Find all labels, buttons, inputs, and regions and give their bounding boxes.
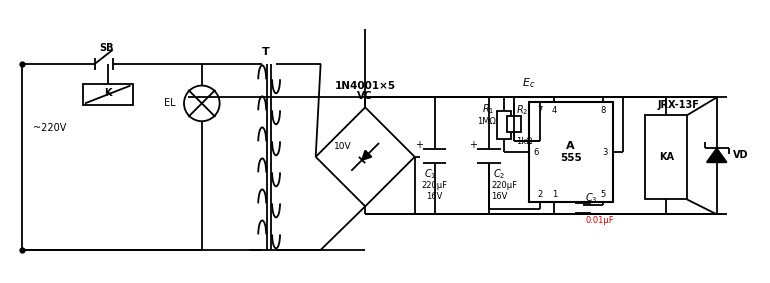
Text: 16V: 16V [427,192,443,201]
Bar [497,111,511,139]
Text: A: A [567,142,575,151]
Bar [528,102,613,202]
Text: VD: VD [732,150,748,160]
Text: SB: SB [99,43,114,53]
Text: 1: 1 [551,190,557,199]
Bar [507,116,521,132]
Text: 1MΩ: 1MΩ [477,117,496,126]
Text: ~220V: ~220V [33,123,67,133]
Text: $E_c$: $E_c$ [522,77,535,91]
Text: $C_2$: $C_2$ [493,167,505,181]
Polygon shape [707,148,727,162]
Text: 3: 3 [602,148,608,157]
Text: 555: 555 [560,153,581,163]
Text: T: T [263,47,270,57]
Text: 5: 5 [601,190,605,199]
Text: 6: 6 [534,148,539,157]
Text: 8: 8 [600,106,605,115]
Text: JRX-13F: JRX-13F [658,100,699,110]
Text: 220μF: 220μF [421,181,447,190]
Text: KA: KA [658,152,674,162]
Text: $R_1$: $R_1$ [481,102,494,116]
Text: 16V: 16V [491,192,507,201]
Text: $C_1$: $C_1$ [424,167,437,181]
Text: 1N4001×5: 1N4001×5 [335,81,396,91]
Text: 0.01μF: 0.01μF [585,216,614,225]
Bar [645,115,687,200]
Text: +: + [469,140,477,150]
Text: EL: EL [165,98,176,108]
Bar [83,83,132,105]
Text: 10V: 10V [333,142,351,151]
Text: 2: 2 [537,190,543,199]
Text: 4: 4 [551,106,557,115]
Text: 7: 7 [537,106,543,115]
Text: VC: VC [357,91,373,101]
Text: +: + [415,140,423,150]
Text: $C_3$: $C_3$ [585,192,598,205]
Text: 220μF: 220μF [491,181,517,190]
Text: K: K [104,89,112,98]
Text: 1kΩ: 1kΩ [516,138,532,147]
Polygon shape [362,151,371,160]
Text: $R_2$: $R_2$ [516,103,528,117]
